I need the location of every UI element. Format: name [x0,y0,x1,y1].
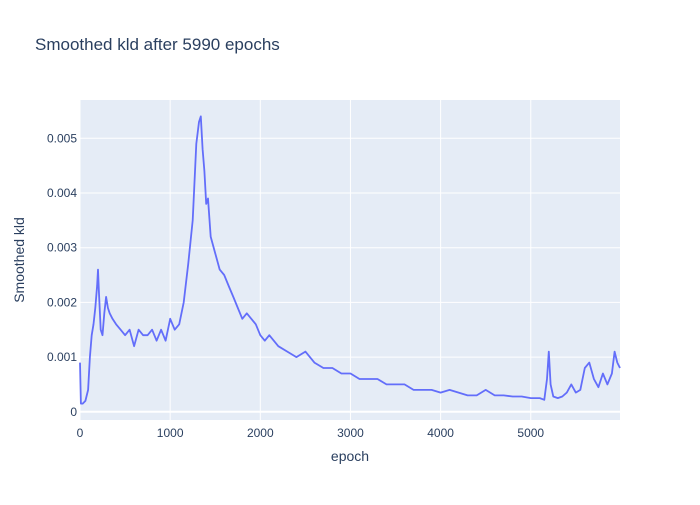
x-tick-label: 3000 [337,426,364,440]
x-axis-title: epoch [331,448,369,464]
y-tick-label: 0 [70,405,77,419]
y-axis-ticks: 0 0.001 0.002 0.003 0.004 0.005 [47,131,77,419]
x-tick-label: 4000 [427,426,454,440]
y-tick-label: 0.001 [47,350,77,364]
gridlines [79,100,620,420]
x-tick-label: 1000 [157,426,184,440]
series-layer [79,115,621,405]
x-tick-label: 5000 [517,426,544,440]
x-tick-label: 2000 [247,426,274,440]
y-tick-label: 0.003 [47,241,77,255]
x-axis-ticks: 0 1000 2000 3000 4000 5000 [77,426,545,440]
series-line [79,115,621,405]
y-tick-label: 0.002 [47,295,77,309]
chart-title: Smoothed kld after 5990 epochs [35,35,280,54]
x-tick-label: 0 [77,426,84,440]
y-axis-title: Smoothed kld [11,217,27,303]
y-tick-label: 0.004 [47,186,77,200]
y-tick-label: 0.005 [47,131,77,145]
